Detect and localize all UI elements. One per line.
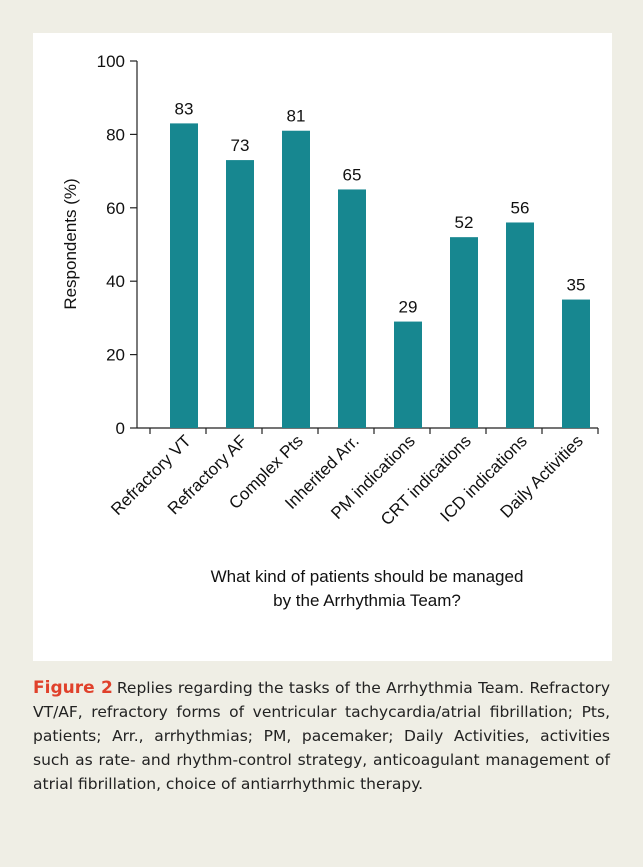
caption-text: Replies regarding the tasks of the Arrhy…: [33, 679, 611, 793]
bar: [282, 130, 310, 429]
data-label: 83: [175, 99, 194, 118]
data-label: 73: [231, 136, 250, 155]
y-tick-label: 20: [106, 346, 125, 365]
data-label: 52: [455, 213, 474, 232]
bar: [170, 123, 198, 428]
caption: Figure 2 Replies regarding the tasks of t…: [33, 676, 610, 796]
bar: [506, 222, 534, 428]
data-label: 35: [567, 276, 586, 295]
bar: [562, 299, 590, 428]
bar: [394, 321, 422, 428]
y-tick-label: 80: [106, 125, 125, 144]
bar: [450, 237, 478, 428]
y-tick-label: 0: [116, 419, 125, 438]
data-label: 56: [511, 198, 530, 217]
y-tick-label: 60: [106, 199, 125, 218]
y-tick-label: 40: [106, 272, 125, 291]
caption-label: Figure 2: [33, 678, 113, 698]
data-label: 65: [343, 165, 362, 184]
data-label: 81: [287, 107, 306, 126]
y-tick-label: 100: [97, 52, 125, 71]
bar: [226, 160, 254, 428]
x-axis-label: What kind of patients should be managed …: [210, 567, 524, 610]
y-axis-label: Respondents (%): [61, 178, 80, 309]
bar: [338, 189, 366, 428]
data-label: 29: [399, 298, 418, 317]
chart: Respondents (%) 02040608010083Refractory…: [61, 52, 599, 529]
